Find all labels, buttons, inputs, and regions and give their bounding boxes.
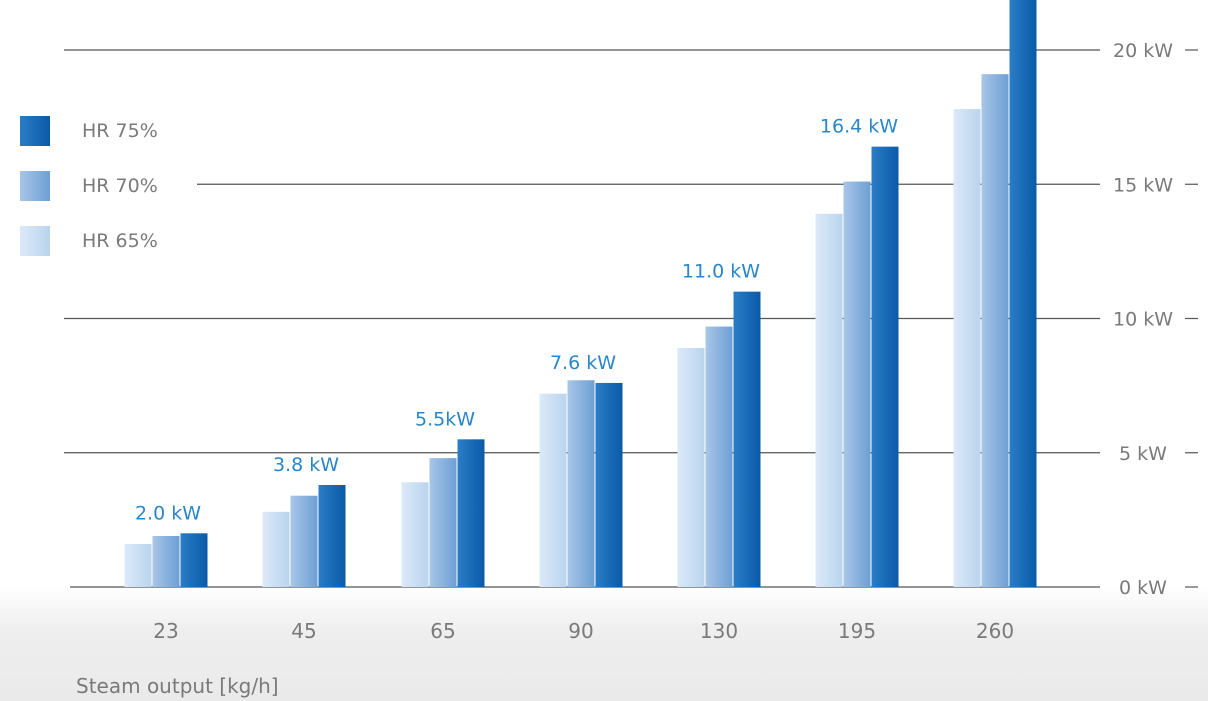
legend-label-hr70: HR 70% [82,175,158,197]
y-tick-label-10: 10 kW [1113,309,1173,331]
bar-65-75 [457,439,485,587]
legend-label-hr65: HR 65% [82,230,158,252]
bar-260-75 [1009,0,1037,588]
bars [124,0,1037,588]
legend-swatch-hr70 [20,171,50,201]
bar-260-65 [953,109,981,587]
bar-90-70 [567,380,595,587]
x-tick-label-90: 90 [568,619,593,643]
x-axis-band [0,587,1208,701]
x-axis-title: Steam output [kg/h] [76,674,279,698]
bar-130-70 [705,326,733,587]
x-tick-label-23: 23 [153,619,178,643]
legend-item-hr65: HR 65% [20,226,220,258]
legend-swatch-hr75 [20,116,50,146]
bar-195-70 [843,181,871,587]
data-label-195: 16.4 kW [820,116,898,138]
legend-swatch-hr65 [20,226,50,256]
legend-item-hr70: HR 70% [20,171,220,203]
legend-label-hr75: HR 75% [82,120,158,142]
data-label-130: 11.0 kW [682,261,760,283]
y-tick-label-0: 0 kW [1119,577,1167,599]
bar-130-75 [733,291,761,587]
data-label-45: 3.8 kW [273,454,339,476]
x-tick-label-130: 130 [700,619,738,643]
x-tick-label-45: 45 [291,619,316,643]
x-tick-label-260: 260 [976,619,1014,643]
bar-195-75 [871,146,899,587]
bar-23-70 [152,535,180,587]
bar-130-65 [677,348,705,587]
bar-45-75 [318,484,346,587]
data-label-23: 2.0 kW [135,502,201,524]
bar-90-75 [595,382,623,587]
data-label-65: 5.5kW [415,408,475,430]
axis-ticks: 0 kW 5 kW 10 kW 15 kW 20 kW 23 45 65 90 130 195 260 [153,40,1198,643]
y-tick-label-5: 5 kW [1119,443,1167,465]
bar-45-70 [290,495,318,587]
bar-260-70 [981,74,1009,588]
legend-item-hr75: HR 75% [20,116,220,148]
y-tick-label-20: 20 kW [1113,40,1173,62]
bar-65-65 [401,482,429,587]
y-tick-label-15: 15 kW [1113,174,1173,196]
bar-195-65 [815,213,843,587]
data-label-90: 7.6 kW [550,352,616,374]
bar-23-75 [180,533,208,587]
bar-45-65 [262,511,290,587]
x-tick-label-65: 65 [430,619,455,643]
bar-23-65 [124,544,152,587]
x-tick-label-195: 195 [838,619,876,643]
bar-65-70 [429,458,457,587]
bar-90-65 [539,393,567,587]
